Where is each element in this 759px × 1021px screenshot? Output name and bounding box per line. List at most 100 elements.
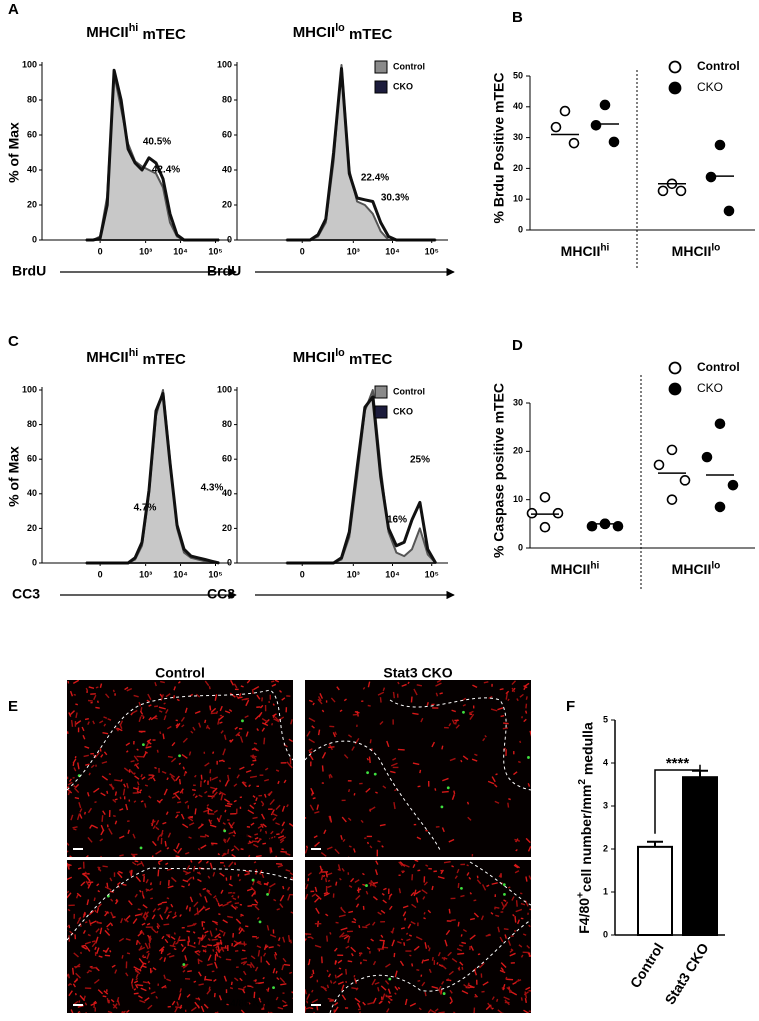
stain-speck <box>480 915 484 921</box>
stain-speck <box>260 800 265 805</box>
stain-speck <box>142 911 147 918</box>
stain-speck <box>454 875 458 879</box>
stain-speck <box>267 1011 270 1013</box>
stain-speck <box>156 930 159 934</box>
stain-speck <box>256 945 262 949</box>
stain-speck <box>257 880 262 884</box>
legend-label: Control <box>393 386 425 396</box>
stain-speck <box>218 814 222 821</box>
stain-speck <box>80 881 86 887</box>
stain-speck <box>116 999 121 1006</box>
stain-speck <box>514 916 517 923</box>
stain-speck <box>132 833 136 839</box>
stain-speck <box>177 847 183 854</box>
stain-speck <box>264 793 267 798</box>
stain-speck <box>136 781 140 786</box>
stain-speck <box>428 947 431 952</box>
stain-speck <box>187 876 193 882</box>
stain-speck <box>224 780 229 787</box>
data-point <box>552 507 564 519</box>
y-tick-label: 80 <box>27 419 37 429</box>
stain-speck <box>314 886 318 892</box>
stain-speck <box>67 786 70 789</box>
stain-speck <box>523 685 528 689</box>
stain-speck <box>269 882 276 888</box>
stain-speck <box>171 795 176 799</box>
stain-speck <box>209 705 212 711</box>
stain-speck <box>106 997 109 1003</box>
stain-speck <box>237 734 241 737</box>
stain-speck <box>468 710 474 714</box>
stain-speck <box>223 839 227 844</box>
stain-speck <box>209 930 213 937</box>
stain-speck <box>81 726 85 732</box>
stain-speck <box>165 811 169 815</box>
stain-speck <box>187 816 194 822</box>
stain-speck <box>192 793 196 797</box>
stain-speck <box>99 927 103 935</box>
stain-speck <box>212 872 216 877</box>
stain-speck <box>130 770 135 775</box>
stain-speck <box>384 980 390 985</box>
panel-letter: E <box>8 698 18 715</box>
stain-speck <box>132 787 139 791</box>
stain-speck <box>173 947 177 951</box>
stain-speck <box>202 921 206 924</box>
stain-speck <box>271 723 274 726</box>
legend-label: CKO <box>393 406 413 416</box>
stain-speck <box>206 988 212 995</box>
stain-speck <box>150 991 156 995</box>
stain-speck <box>208 986 211 990</box>
stain-speck <box>241 949 246 952</box>
stain-speck <box>67 925 68 928</box>
stain-speck <box>507 940 512 946</box>
stain-speck <box>456 868 460 874</box>
stain-speck <box>524 900 529 907</box>
bar <box>637 845 673 936</box>
stain-speck <box>177 801 182 804</box>
stain-speck <box>416 684 423 687</box>
stain-dot <box>388 977 392 981</box>
stain-speck <box>142 751 147 758</box>
stain-speck <box>172 695 176 699</box>
stain-speck <box>431 985 439 990</box>
stain-speck <box>286 761 292 768</box>
stain-speck <box>312 702 315 706</box>
stain-speck <box>166 952 171 956</box>
stain-speck <box>140 800 144 803</box>
stain-speck <box>83 754 89 758</box>
stain-speck <box>97 903 102 909</box>
stain-speck <box>345 945 350 949</box>
stain-speck <box>504 901 509 907</box>
stain-speck <box>244 872 250 876</box>
y-tick-label: 60 <box>222 129 232 139</box>
superscript: hi <box>129 22 139 34</box>
stain-speck <box>524 682 530 687</box>
stain-speck <box>148 795 152 799</box>
stain-speck <box>223 798 230 803</box>
stain-speck <box>175 722 181 729</box>
stain-speck <box>166 914 170 920</box>
stain-speck <box>204 719 207 724</box>
stain-speck <box>211 794 214 799</box>
stain-speck <box>490 911 494 915</box>
stain-speck <box>88 686 95 689</box>
stain-speck <box>254 833 259 836</box>
stain-speck <box>146 740 152 745</box>
y-tick-label: 100 <box>22 59 37 69</box>
stain-speck <box>489 1004 493 1009</box>
stain-speck <box>146 950 150 954</box>
stain-speck <box>94 946 97 951</box>
stain-speck <box>67 842 70 846</box>
stain-speck <box>220 730 224 734</box>
stain-speck <box>218 995 222 1001</box>
stain-speck <box>311 989 314 993</box>
stain-speck <box>122 788 126 796</box>
stain-speck <box>280 850 288 853</box>
stain-speck <box>184 800 189 804</box>
stain-speck <box>334 960 338 965</box>
stain-speck <box>263 737 266 745</box>
stain-speck <box>158 710 163 713</box>
stain-speck <box>73 952 79 958</box>
stain-speck <box>326 846 333 850</box>
